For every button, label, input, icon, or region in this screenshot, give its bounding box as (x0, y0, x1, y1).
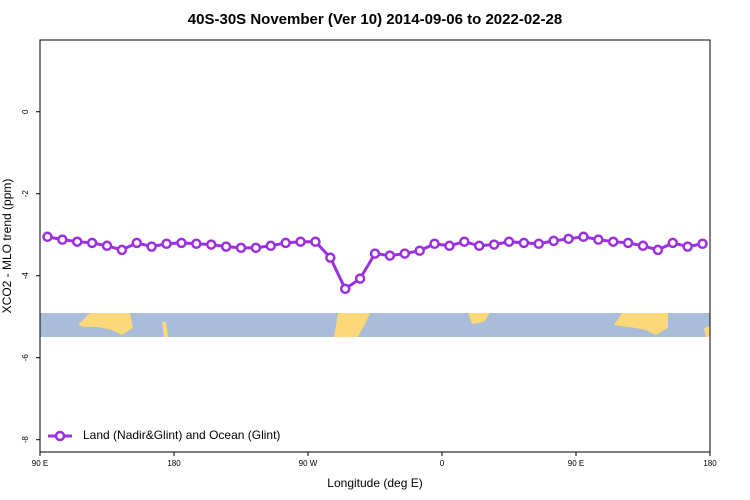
data-point (518, 237, 530, 249)
x-tick-label: 180 (703, 459, 717, 468)
data-point (250, 242, 262, 254)
data-point (86, 237, 98, 249)
map-strip (40, 313, 710, 337)
data-point (71, 236, 83, 247)
data-point (488, 239, 500, 250)
data-point (429, 238, 440, 249)
y-tick-label: -8 (21, 436, 30, 444)
data-point (161, 238, 172, 249)
data-point (667, 237, 679, 249)
plot-frame (39, 39, 711, 453)
data-point (205, 239, 217, 250)
x-tick-label: 0 (440, 459, 445, 468)
chart-title: 40S-30S November (Ver 10) 2014-09-06 to … (188, 11, 562, 28)
x-tick-label: 90 W (299, 459, 318, 468)
data-point (235, 242, 247, 254)
data-point (459, 236, 470, 247)
legend-label: Land (Nadir&Glint) and Ocean (Glint) (83, 428, 280, 442)
data-point (42, 231, 53, 243)
x-tick-label: 180 (167, 459, 181, 468)
data-point (57, 234, 68, 245)
data-point (339, 283, 351, 295)
y-axis-label: XCO2 - MLO trend (ppm) (0, 179, 14, 314)
data-point (354, 273, 366, 284)
y-tick-label: 0 (21, 109, 30, 114)
data-point (131, 237, 143, 249)
data-point (295, 236, 306, 247)
data-point (310, 236, 321, 247)
data-point (146, 241, 157, 252)
data-point (548, 235, 559, 247)
data-point (503, 236, 515, 247)
data-point (369, 248, 381, 259)
data-point (444, 240, 455, 252)
series-line (47, 235, 703, 292)
data-point (578, 231, 589, 243)
x-tick-label: 90 E (32, 459, 48, 468)
data-point (116, 244, 128, 256)
data-point (593, 234, 604, 245)
data-point (176, 237, 187, 249)
x-tick-label: 90 E (568, 459, 584, 468)
data-point (399, 248, 411, 259)
data-point (622, 237, 634, 249)
data-point (384, 250, 396, 261)
data-point (220, 241, 232, 252)
data-point (533, 238, 545, 249)
data-point (682, 241, 693, 252)
data-point (563, 233, 574, 245)
y-tick-label: -2 (21, 190, 30, 198)
y-tick-label: -6 (21, 354, 30, 362)
legend-marker (54, 430, 66, 442)
data-point (697, 238, 708, 249)
data-point (637, 240, 649, 252)
x-axis-label: Longitude (deg E) (327, 476, 422, 490)
data-point (191, 238, 202, 249)
data-point (607, 236, 619, 247)
data-point (265, 240, 277, 252)
y-tick-label: -4 (21, 272, 30, 280)
data-point (473, 240, 485, 252)
data-point (652, 244, 664, 256)
data-point (280, 237, 291, 249)
data-point (101, 240, 113, 252)
data-point (325, 252, 336, 263)
data-point (414, 245, 425, 256)
